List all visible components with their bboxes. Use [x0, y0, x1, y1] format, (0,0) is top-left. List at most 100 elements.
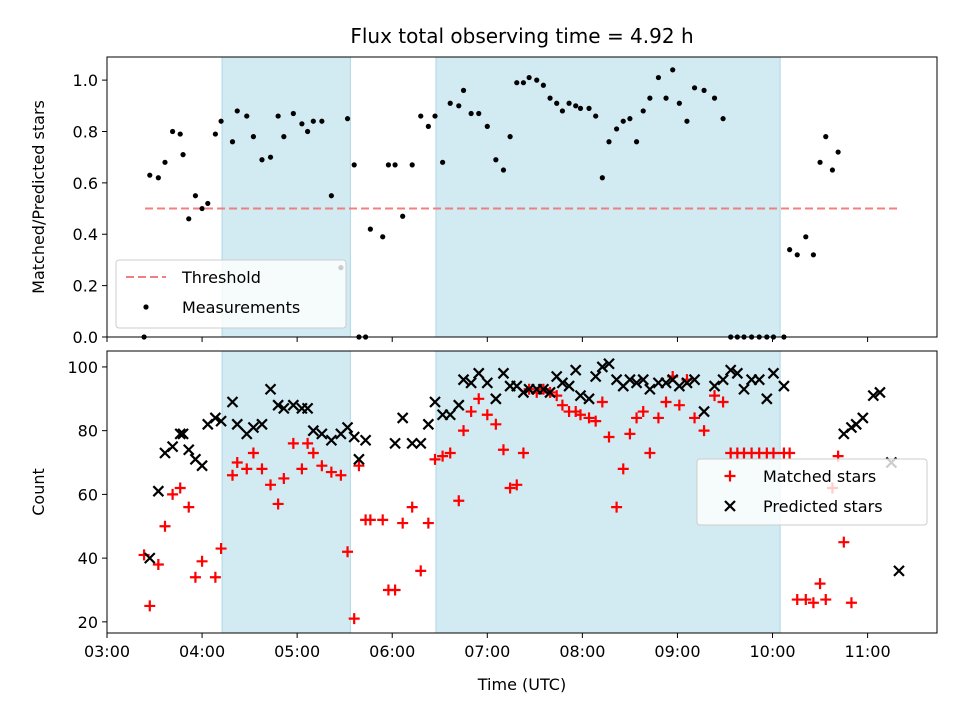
predicted-star-point — [182, 444, 195, 456]
predicted-star-point — [893, 565, 905, 577]
matched-star-point — [814, 578, 826, 590]
matched-star-point — [473, 393, 485, 405]
measurement-point — [199, 205, 205, 212]
matched-star-point — [256, 463, 268, 475]
matched-star-point — [265, 479, 277, 491]
predicted-star-point — [341, 421, 354, 434]
predicted-star-point — [867, 389, 880, 402]
matched-star-point — [767, 447, 779, 459]
predicted-star-point — [272, 399, 284, 411]
predicted-star-point — [688, 373, 701, 386]
matched-star-point — [325, 466, 337, 478]
matched-star-point — [611, 501, 623, 513]
measurement-point — [586, 105, 592, 111]
matched-star-point — [617, 463, 629, 475]
matched-star-point — [348, 613, 360, 625]
predicted-star-point — [583, 393, 595, 405]
measurement-point — [180, 152, 186, 158]
matched-star-point — [637, 406, 649, 418]
predicted-star-point — [226, 396, 239, 408]
measurement-point — [663, 95, 669, 101]
matched-star-point — [698, 425, 710, 437]
predicted-star-point — [452, 399, 465, 411]
predicted-star-point — [497, 367, 510, 380]
measurement-point — [476, 110, 482, 117]
matched-star-point — [422, 517, 434, 529]
matched-star-point — [167, 488, 179, 500]
predicted-star-point — [414, 437, 427, 450]
matched-star-point — [574, 409, 586, 421]
measurement-point — [229, 139, 236, 145]
matched-star-point — [364, 514, 376, 526]
measurement-point — [299, 121, 305, 127]
y-tick-label: 1.0 — [73, 71, 98, 90]
measurement-point — [547, 95, 553, 101]
measurement-point — [633, 139, 640, 145]
measurement-point — [787, 247, 793, 253]
predicted-star-point — [574, 389, 587, 402]
measurement-point — [344, 116, 351, 122]
x-tick-label: 10:00 — [749, 642, 795, 661]
measurement-point — [259, 157, 265, 163]
predicted-star-point — [596, 361, 609, 373]
measurement-point — [507, 134, 513, 140]
panel-frame — [106, 350, 938, 634]
measurement-point — [534, 77, 540, 83]
x-axis-label: Time (UTC) — [477, 675, 566, 694]
measurement-point — [647, 95, 653, 101]
matched-star-point — [838, 536, 850, 548]
legend-predicted-swatch — [724, 500, 736, 512]
matched-star-point — [673, 399, 685, 411]
measurement-point — [810, 252, 817, 258]
predicted-star-point — [325, 434, 338, 446]
measurement-point — [244, 113, 250, 119]
y-axis-label: Matched/Predicted stars — [29, 100, 48, 294]
matched-star-point — [511, 479, 523, 491]
matched-star-point — [453, 495, 465, 507]
y-tick-label: 100 — [67, 358, 98, 377]
measurement-point — [540, 82, 546, 88]
predicted-star-point — [287, 399, 300, 411]
predicted-star-point — [389, 437, 401, 450]
measurement-point — [559, 108, 566, 114]
predicted-star-point — [144, 552, 156, 564]
matched-star-point — [144, 600, 156, 612]
matched-star-point — [231, 457, 243, 469]
predicted-star-point — [316, 428, 328, 440]
matched-star-point — [807, 597, 819, 609]
legend-measurements-label: Measurements — [182, 298, 300, 317]
y-tick-label: 20 — [78, 613, 98, 632]
x-tick-label: 11:00 — [845, 642, 891, 661]
chart-title: Flux total observing time = 4.92 h — [350, 24, 693, 48]
measurement-point — [192, 193, 199, 199]
predicted-star-point — [637, 373, 649, 386]
predicted-star-point — [264, 383, 277, 396]
x-tick-label: 04:00 — [179, 642, 225, 661]
matched-star-point — [353, 460, 365, 472]
predicted-star-point — [603, 357, 615, 370]
matched-star-point — [215, 543, 227, 555]
predicted-star-point — [174, 428, 186, 440]
matched-star-point — [296, 463, 308, 475]
predicted-star-point — [644, 383, 656, 396]
predicted-star-point — [429, 396, 441, 408]
predicted-star-point — [196, 459, 208, 472]
matched-star-point — [481, 409, 493, 421]
measurement-point — [432, 113, 438, 119]
matched-star-point — [335, 469, 347, 481]
predicted-star-point — [353, 453, 365, 466]
predicted-star-point — [753, 373, 765, 386]
predicted-star-point — [481, 377, 494, 389]
matched-star-point — [624, 428, 636, 440]
matched-star-point — [689, 412, 701, 424]
predicted-star-point — [457, 373, 470, 386]
measurement-point — [676, 100, 682, 106]
matched-star-point — [517, 447, 529, 459]
measurement-point — [212, 131, 218, 137]
matched-star-point — [800, 594, 812, 606]
measurement-point — [573, 103, 579, 109]
y-tick-label: 0.4 — [73, 225, 98, 244]
predicted-star-point — [563, 380, 575, 392]
predicted-star-point — [857, 412, 869, 424]
predicted-star-point — [472, 367, 485, 380]
